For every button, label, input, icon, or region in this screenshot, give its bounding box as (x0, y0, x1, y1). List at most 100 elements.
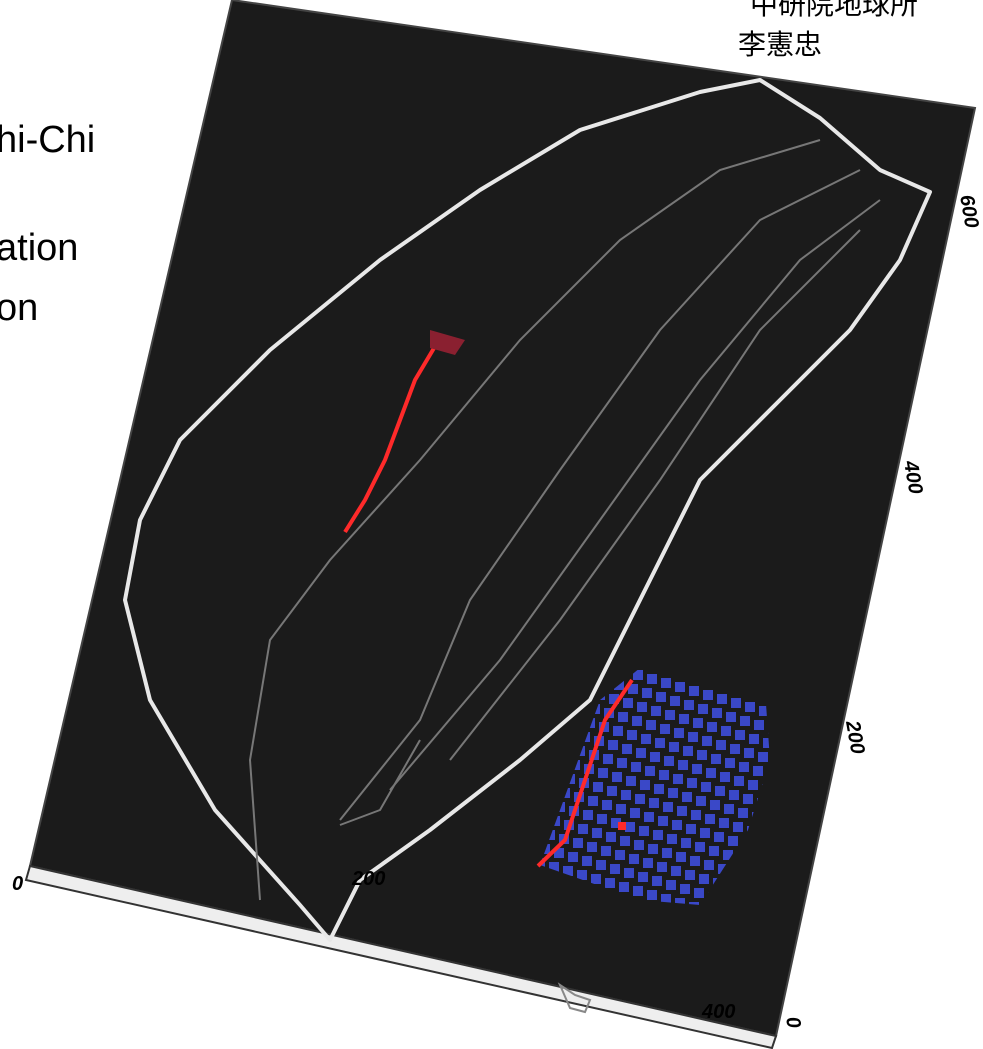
grid-cell (631, 762, 641, 772)
grid-cell (573, 838, 583, 848)
grid-cell (655, 738, 665, 748)
grid-cell (587, 842, 597, 852)
grid-cell (705, 814, 715, 824)
grid-cell (662, 848, 672, 858)
grid-cell (706, 768, 716, 778)
grid-cell (691, 810, 701, 820)
grid-cell (625, 822, 635, 832)
grid-cell (651, 706, 661, 716)
grid-cell (697, 750, 707, 760)
grid-cell (692, 764, 702, 774)
grid-cell (636, 748, 646, 758)
grid-cell (728, 836, 738, 846)
grid-cell (729, 790, 739, 800)
grid-cell (649, 798, 659, 808)
grid-cell (688, 732, 698, 742)
grid-cell (696, 796, 706, 806)
grid-cell (607, 786, 617, 796)
grid-cell (749, 734, 759, 744)
grid-cell (615, 850, 625, 860)
grid-cell (668, 788, 678, 798)
grid-cell (654, 784, 664, 794)
grid-cell (616, 804, 626, 814)
grid-cell (637, 702, 647, 712)
grid-cell (635, 794, 645, 804)
grid-cell (666, 880, 676, 890)
grid-cell (679, 714, 689, 724)
grid-cell (744, 748, 754, 758)
grid-cell (709, 846, 719, 856)
grid-cell (734, 776, 744, 786)
grid-cell (673, 774, 683, 784)
grid-cell (664, 756, 674, 766)
grid-cell (608, 740, 618, 750)
grid-cell (644, 812, 654, 822)
grid-cell (717, 694, 727, 704)
grid-cell (602, 800, 612, 810)
grid-cell (739, 762, 749, 772)
y-axis-label: 600 (955, 193, 982, 230)
map-frame (30, 0, 975, 1036)
grid-cell (610, 864, 620, 874)
grid-cell (693, 718, 703, 728)
y-axis-label: 200 (841, 718, 869, 756)
x-axis-label: 400 (701, 1001, 735, 1023)
grid-cell (578, 824, 588, 834)
grid-cell (684, 700, 694, 710)
grid-cell (740, 716, 750, 726)
grid-cell (656, 692, 666, 702)
grid-cell (730, 744, 740, 754)
grid-cell (687, 778, 697, 788)
grid-cell (647, 674, 657, 684)
grid-cell (601, 846, 611, 856)
grid-cell (650, 752, 660, 762)
grid-cell (665, 710, 675, 720)
grid-cell (620, 836, 630, 846)
author-name: 李憲忠 (738, 28, 822, 61)
grid-cell (640, 780, 650, 790)
slide-canvas: hi-Chi ation on 中研院地球所 李憲忠 0 200 400 0 2… (0, 0, 983, 1049)
grid-cell (657, 862, 667, 872)
grid-cell (593, 782, 603, 792)
grid-cell (677, 806, 687, 816)
grid-cell (685, 870, 695, 880)
grid-cell (622, 744, 632, 754)
grid-cell (582, 856, 592, 866)
grid-cell (724, 804, 734, 814)
grid-cell (681, 838, 691, 848)
grid-cell (695, 842, 705, 852)
grid-cell (721, 726, 731, 736)
grid-cell (661, 678, 671, 688)
grid-cell (639, 826, 649, 836)
grid-cell (758, 752, 768, 762)
grid-cell (712, 708, 722, 718)
grid-cell (658, 816, 668, 826)
grid-cell (738, 808, 748, 818)
grid-cell (606, 832, 616, 842)
grid-cell (675, 682, 685, 692)
epicenter (618, 822, 626, 830)
grid-cell (714, 832, 724, 842)
grid-cell (719, 818, 729, 828)
grid-cell (715, 786, 725, 796)
grid-cell (682, 792, 692, 802)
x-axis-label: 200 (351, 868, 385, 890)
grid-cell (591, 874, 601, 884)
grid-cell (605, 878, 615, 888)
grid-cell (720, 772, 730, 782)
grid-cell (689, 686, 699, 696)
text-line: hi-Chi (0, 119, 95, 161)
grid-cell (630, 808, 640, 818)
grid-cell (597, 814, 607, 824)
grid-cell (710, 800, 720, 810)
grid-cell (645, 766, 655, 776)
grid-cell (626, 776, 636, 786)
grid-cell (725, 758, 735, 768)
grid-cell (641, 734, 651, 744)
grid-cell (647, 890, 657, 900)
grid-cell (652, 876, 662, 886)
grid-cell (598, 768, 608, 778)
grid-cell (669, 742, 679, 752)
grid-cell (617, 758, 627, 768)
x-axis-label: 0 (12, 873, 23, 895)
